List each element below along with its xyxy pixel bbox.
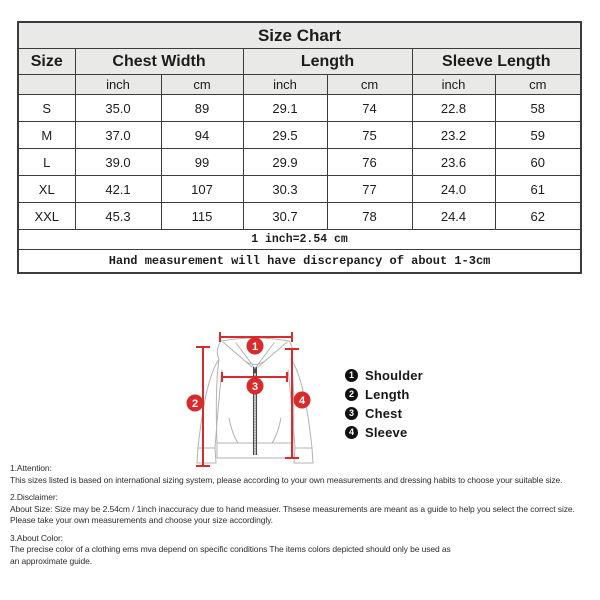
units-empty-cell [17, 74, 76, 95]
value-cell: 42.1 [74, 175, 162, 203]
measure-line-sleeve [285, 348, 299, 459]
number-badge-icon: 2 [345, 388, 358, 401]
size-cell: M [17, 121, 76, 149]
value-cell: 29.1 [242, 94, 328, 122]
value-cell: 77 [326, 175, 413, 203]
value-cell: 94 [160, 121, 244, 149]
value-cell: 24.4 [411, 202, 496, 230]
measurement-discrepancy-note: Hand measurement will have discrepancy o… [17, 249, 582, 274]
value-cell: 23.6 [411, 148, 496, 176]
table-note-row: Hand measurement will have discrepancy o… [17, 249, 582, 274]
value-cell: 62 [494, 202, 582, 230]
value-cell: 24.0 [411, 175, 496, 203]
garment-outline [196, 337, 314, 464]
unit-cell: cm [494, 74, 582, 95]
value-cell: 99 [160, 148, 244, 176]
section-heading: 3.About Color: [10, 532, 63, 543]
section-text: Please take your own measurements and ch… [10, 515, 273, 525]
value-cell: 75 [326, 121, 413, 149]
value-cell: 35.0 [74, 94, 162, 122]
table-row-xxl: XXL 45.3 115 30.7 78 24.4 62 [17, 202, 582, 230]
value-cell: 61 [494, 175, 582, 203]
legend-item-length: 2 Length [345, 387, 423, 402]
measure-line-chest [221, 372, 288, 382]
number-badge-icon: 4 [345, 426, 358, 439]
jacket-diagram: 1 2 3 4 [186, 332, 314, 467]
measurement-legend: 1 Shoulder 2 Length 3 Chest 4 Sleeve [345, 368, 423, 445]
table-title-row: Size Chart [17, 21, 582, 49]
marker-number-chest: 3 [252, 381, 258, 393]
legend-label: Chest [365, 406, 403, 421]
section-heading: 1.Attention: [10, 463, 52, 473]
unit-cell: inch [74, 74, 162, 95]
section-text: The precise color of a clothing ems mva … [10, 544, 451, 554]
unit-cell: cm [160, 74, 244, 95]
legend-label: Length [365, 387, 410, 402]
size-cell: S [17, 94, 76, 122]
unit-cell: cm [326, 74, 413, 95]
measure-line-length [196, 346, 210, 467]
value-cell: 29.5 [242, 121, 328, 149]
marker-number-sleeve: 4 [299, 395, 306, 407]
measure-markers: 1 2 3 4 [186, 337, 311, 412]
attention-section: 1.Attention: This sizes listed is based … [10, 463, 599, 486]
legend-item-chest: 3 Chest [345, 406, 423, 421]
about-color-section: 3.About Color: The precise color of a cl… [10, 533, 599, 568]
legend-item-sleeve: 4 Sleeve [345, 425, 423, 440]
col-header-chest-width: Chest Width [74, 48, 244, 75]
legend-label: Sleeve [365, 425, 408, 440]
value-cell: 115 [160, 202, 244, 230]
legend-item-shoulder: 1 Shoulder [345, 368, 423, 383]
value-cell: 59 [494, 121, 582, 149]
col-header-length: Length [242, 48, 413, 75]
size-chart-table: Size Chart Size Chest Width Length Sleev… [17, 21, 583, 274]
size-cell: XXL [17, 202, 76, 230]
unit-cell: inch [411, 74, 496, 95]
size-cell: L [17, 148, 76, 176]
table-row-m: M 37.0 94 29.5 75 23.2 59 [17, 121, 582, 149]
inch-conversion-note: 1 inch=2.54 cm [17, 229, 582, 250]
disclaimer-section: 2.Disclaimer: About Size: Size may be 2.… [10, 492, 599, 527]
value-cell: 58 [494, 94, 582, 122]
col-header-size: Size [17, 48, 76, 75]
table-row-s: S 35.0 89 29.1 74 22.8 58 [17, 94, 582, 122]
value-cell: 22.8 [411, 94, 496, 122]
col-header-sleeve-length: Sleeve Length [411, 48, 582, 75]
number-badge-icon: 3 [345, 407, 358, 420]
section-text: an approximate guide. [10, 555, 93, 566]
value-cell: 76 [326, 148, 413, 176]
table-header-row: Size Chest Width Length Sleeve Length [17, 48, 582, 75]
value-cell: 60 [494, 148, 582, 176]
marker-number-shoulder: 1 [252, 341, 258, 353]
value-cell: 45.3 [74, 202, 162, 230]
table-row-xl: XL 42.1 107 30.3 77 24.0 61 [17, 175, 582, 203]
value-cell: 78 [326, 202, 413, 230]
legend-label: Shoulder [365, 368, 423, 383]
value-cell: 89 [160, 94, 244, 122]
marker-number-length: 2 [192, 398, 198, 410]
size-cell: XL [17, 175, 76, 203]
value-cell: 30.7 [242, 202, 328, 230]
table-row-l: L 39.0 99 29.9 76 23.6 60 [17, 148, 582, 176]
table-title: Size Chart [17, 21, 582, 49]
value-cell: 107 [160, 175, 244, 203]
value-cell: 30.3 [242, 175, 328, 203]
notes-block: 1.Attention: This sizes listed is based … [10, 463, 599, 573]
value-cell: 37.0 [74, 121, 162, 149]
section-text: This sizes listed is based on internatio… [10, 474, 563, 485]
value-cell: 29.9 [242, 148, 328, 176]
number-badge-icon: 1 [345, 369, 358, 382]
section-heading: 2.Disclaimer: [10, 492, 58, 502]
table-note-row: 1 inch=2.54 cm [17, 229, 582, 250]
value-cell: 74 [326, 94, 413, 122]
section-text: About Size: Size may be 2.54cm / 1inch i… [10, 503, 575, 514]
measure-lines [196, 332, 299, 467]
value-cell: 39.0 [74, 148, 162, 176]
unit-cell: inch [242, 74, 328, 95]
table-units-row: inch cm inch cm inch cm [17, 74, 582, 95]
value-cell: 23.2 [411, 121, 496, 149]
measure-line-shoulder [219, 332, 293, 342]
